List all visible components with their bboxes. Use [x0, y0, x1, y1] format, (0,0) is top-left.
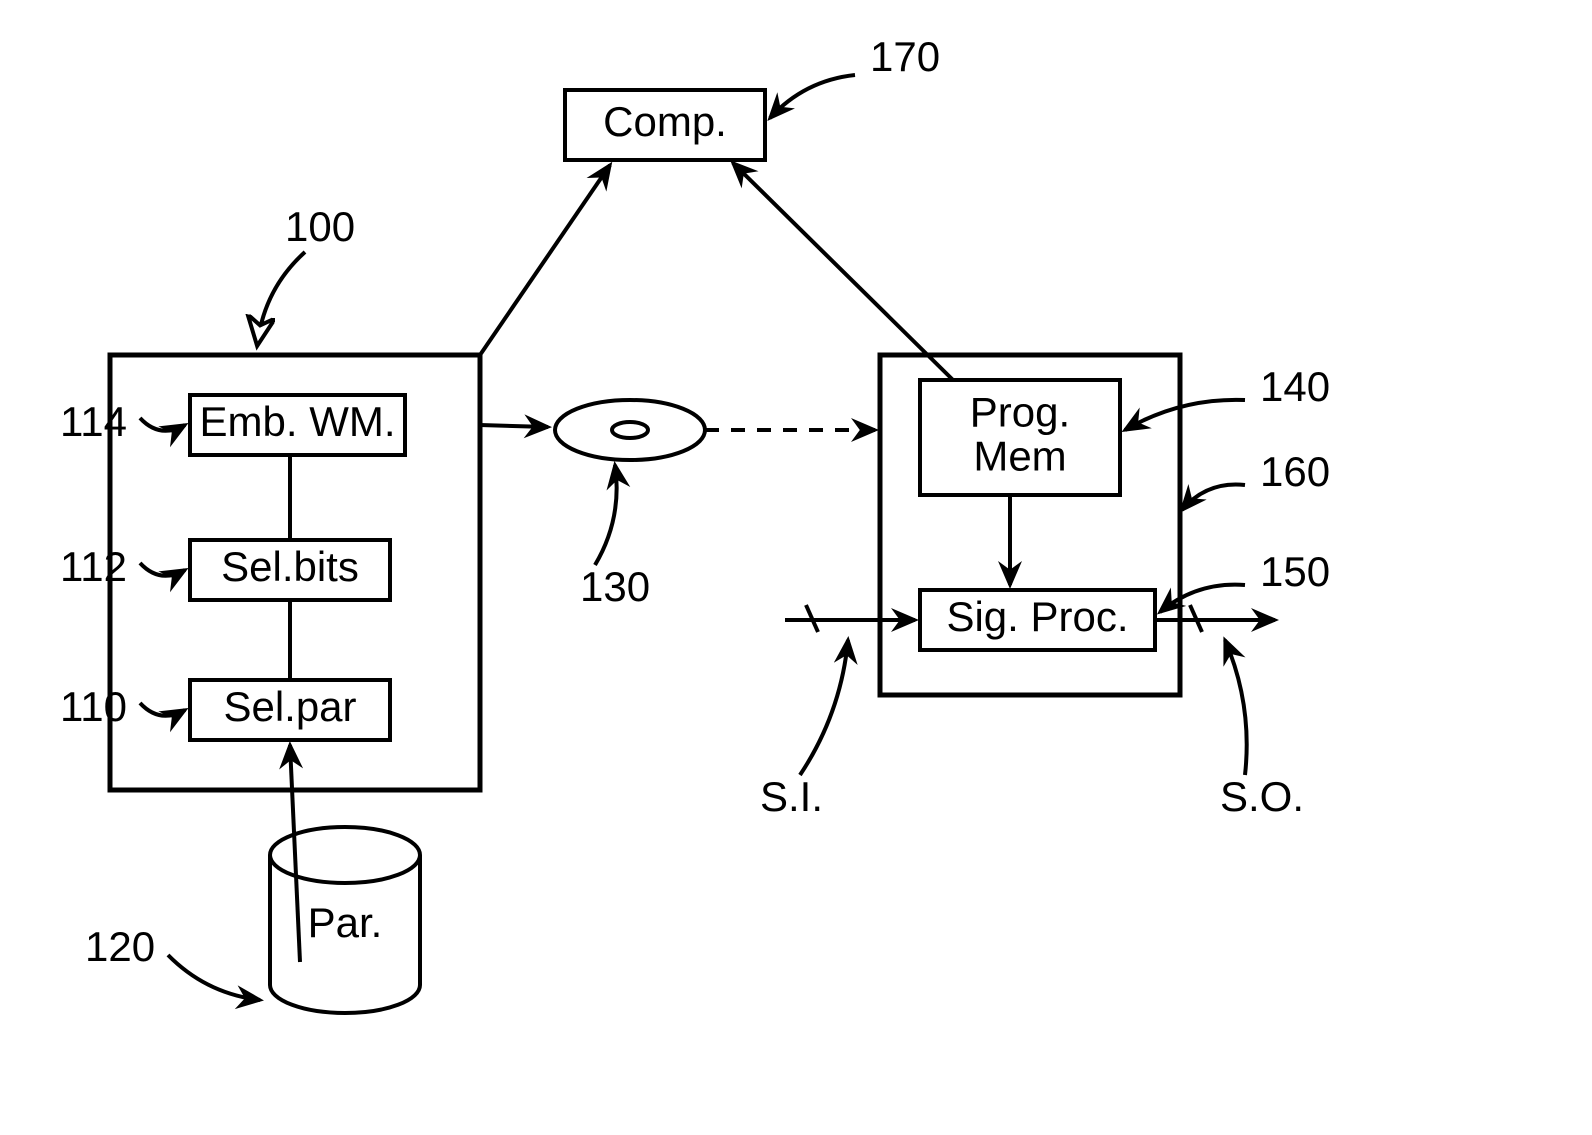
leader-n170: [770, 75, 855, 118]
leader-n130: [595, 465, 617, 565]
comp-label: Comp.: [603, 98, 727, 145]
label-n112: 112: [60, 543, 127, 590]
label-n150: 150: [1260, 548, 1330, 595]
arrow-emb_to_disc: [480, 425, 548, 427]
label-n114: 114: [60, 398, 127, 445]
leader-so: [1225, 640, 1247, 775]
leader-si: [800, 640, 848, 775]
prog-mem-label-1: Prog.: [970, 389, 1070, 436]
disc-center-icon: [612, 422, 648, 438]
leader-n120: [168, 955, 260, 1000]
label-n100: 100: [285, 203, 355, 250]
sel-bits-block-label: Sel.bits: [221, 543, 359, 590]
sig-proc-label: Sig. Proc.: [946, 593, 1128, 640]
label-n110: 110: [60, 683, 127, 730]
label-si: S.I.: [760, 773, 823, 820]
diagram-canvas: Emb. WM. Sel.bits Sel.par Comp. Prog.Mem Sig.…: [0, 0, 1592, 1135]
label-n140: 140: [1260, 363, 1330, 410]
emb-wm-block-label: Emb. WM.: [200, 398, 396, 445]
leader-n160: [1182, 484, 1245, 510]
label-so: S.O.: [1220, 773, 1304, 820]
label-n170: 170: [870, 33, 940, 80]
label-n160: 160: [1260, 448, 1330, 495]
label-n120: 120: [85, 923, 155, 970]
sel-par-block-label: Sel.par: [223, 683, 356, 730]
arrow-outer_to_comp: [480, 165, 610, 355]
cylinder-label: Par.: [308, 899, 383, 946]
arrow-prog_to_comp: [733, 163, 953, 380]
leader-n100: [258, 252, 305, 340]
prog-mem-label-2: Mem: [973, 433, 1066, 480]
diagram-layer: Emb. WM. Sel.bits Sel.par Comp. Prog.Mem Sig.…: [60, 33, 1330, 1013]
label-n130: 130: [580, 563, 650, 610]
